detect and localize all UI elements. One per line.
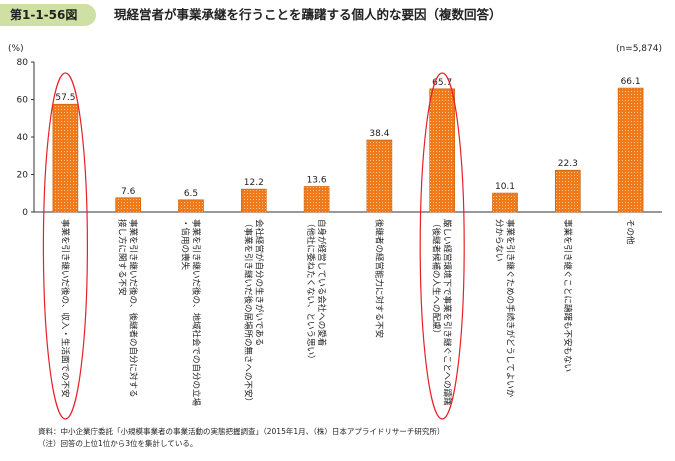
bar-value-label: 6.5 [184, 189, 198, 199]
category-label: 厳しい経営環境下で事業を引き継ぐことへの躊躇 [442, 219, 453, 406]
bar-value-label: 22.3 [558, 159, 578, 169]
bar-value-label: 38.4 [369, 129, 389, 139]
bar [617, 87, 644, 213]
chart-footer: 資料：中小企業庁委託「小規模事業者の事業活動の実態把握調査」（2015年1月、（… [38, 426, 444, 450]
bar-value-label: 57.5 [55, 93, 75, 103]
bar [366, 139, 393, 213]
figure-number: 第1-1-56図 [0, 4, 96, 26]
sample-size-note: (n=5,874) [616, 44, 662, 54]
y-tick-label: 0 [22, 208, 28, 218]
category-label: 事業を引き継ぐことに躊躇も不安もない [562, 219, 573, 372]
figure-title: 現経営者が事業承継を行うことを躊躇する個人的な要因（複数回答） [114, 7, 502, 22]
category-label: 事業を引き継ぐための手続きがどうしてよいか [505, 219, 516, 398]
bar [52, 103, 79, 213]
bar [241, 188, 267, 213]
bar [554, 169, 581, 213]
category-label: 自身が経営している会社への愛着 [316, 219, 327, 346]
highlight-ellipse [42, 72, 89, 420]
category-label: （後継者候補の人生への配慮） [431, 219, 442, 338]
category-label: 事業を引き継いだ後の、収入・生活面での不安 [59, 219, 70, 398]
category-label: （他社に委ねたくない、という思い） [305, 219, 316, 364]
bar-value-label: 7.6 [121, 187, 136, 197]
category-label: 分からない [494, 219, 504, 262]
y-tick-label: 80 [17, 58, 29, 68]
category-label: ・信用の喪失 [180, 219, 191, 271]
category-label: 接し方に関する不安 [117, 219, 128, 296]
highlight-ellipse [419, 72, 465, 420]
category-label: 事業を引き継いだ後の、地域社会での自分の立場 [191, 219, 202, 407]
category-label: 後継者の経営能力に対する不安 [373, 219, 384, 338]
figure-header: 第1-1-56図 現経営者が事業承継を行うことを躊躇する個人的な要因（複数回答） [0, 0, 675, 30]
category-label: 会社経営が自分の生きがいである [253, 219, 264, 346]
y-tick-label: 40 [17, 133, 29, 143]
y-axis-unit-label: (%) [8, 44, 24, 54]
category-label: その他 [625, 219, 636, 245]
bar [178, 199, 204, 213]
bar-value-label: 66.1 [621, 77, 641, 87]
footnote: （注）回答の上位1位から3位を集計している。 [38, 439, 198, 448]
bar-value-label: 12.2 [244, 178, 264, 188]
bar [115, 197, 141, 213]
bar [492, 192, 518, 213]
category-label: （事業を引き継いだ後の居場所の無さへの不安） [242, 219, 253, 406]
category-label: 事業を引き継いだ後の、後継者の自分に対する [128, 219, 139, 398]
bar-value-label: 10.1 [495, 182, 515, 192]
bar-value-label: 65.7 [432, 78, 452, 88]
bar [429, 88, 456, 213]
source-note: 資料：中小企業庁委託「小規模事業者の事業活動の実態把握調査」（2015年1月、（… [38, 427, 445, 436]
y-tick-label: 20 [17, 171, 29, 181]
y-tick-label: 60 [17, 96, 29, 106]
bar [303, 186, 330, 213]
bar-value-label: 13.6 [307, 176, 327, 186]
